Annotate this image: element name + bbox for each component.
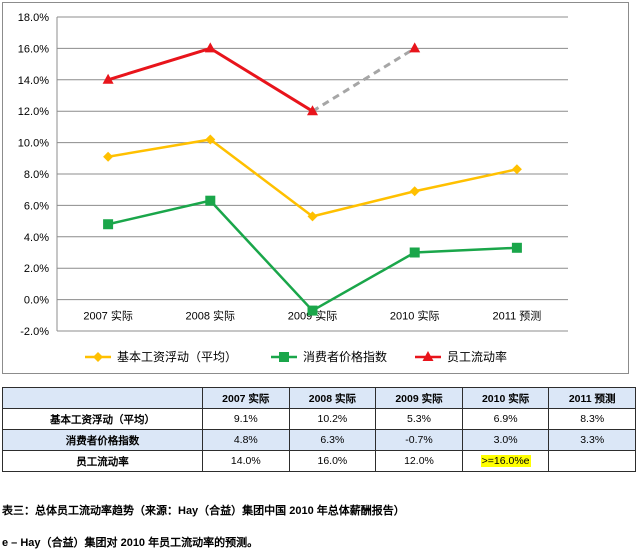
row-label: 员工流动率 (2, 450, 203, 472)
estimate-highlight: >=16.0%e (480, 455, 531, 467)
y-tick-label: 12.0% (18, 106, 49, 118)
y-tick-label: 2.0% (24, 263, 49, 275)
table-header-row: 2007 实际 2008 实际 2009 实际 2010 实际 2011 预测 (2, 387, 636, 409)
y-tick-label: 14.0% (18, 75, 49, 87)
table-row: 员工流动率 14.0% 16.0% 12.0% >=16.0%e (2, 450, 636, 472)
table-row: 消费者价格指数 4.8% 6.3% -0.7% 3.0% 3.3% (2, 429, 636, 451)
table-cell: 9.1% (202, 408, 290, 430)
series-line-dashed (311, 47, 416, 113)
x-tick-label: 2010 实际 (390, 309, 440, 323)
marker-diamond (93, 352, 103, 362)
table-cell: 8.3% (548, 408, 636, 430)
table-header-cell: 2009 实际 (375, 387, 463, 409)
marker-triangle (102, 73, 114, 84)
table-cell: 3.0% (461, 429, 550, 451)
series-line (107, 138, 518, 218)
marker-diamond (307, 211, 318, 222)
legend-label: 员工流动率 (447, 349, 507, 364)
table-cell: 16.0% (288, 450, 377, 472)
legend-label: 基本工资浮动（平均） (117, 350, 237, 364)
table-header-cell: 2010 实际 (461, 387, 550, 409)
marker-diamond (205, 134, 216, 145)
marker-square (307, 305, 318, 316)
table-header-cell: 2008 实际 (288, 387, 377, 409)
line-chart: -2.0% 0.0% 2.0% 4.0% 6.0% 8.0% 10.0% 12.0% 14.0%… (18, 12, 568, 364)
x-tick-label: 2008 实际 (186, 309, 236, 323)
marker-triangle (204, 42, 216, 53)
chart-frame: -2.0% 0.0% 2.0% 4.0% 6.0% 8.0% 10.0% 12.0% 14.0%… (2, 2, 629, 374)
marker-diamond (511, 164, 522, 175)
x-tick-label: 2011 预测 (493, 310, 542, 323)
table-header-cell: 2007 实际 (202, 387, 290, 409)
footnote: e – Hay（合益）集团对 2010 年员工流动率的预测。 (2, 537, 259, 549)
marker-square (205, 195, 216, 206)
x-tick-label: 2007 实际 (83, 309, 133, 323)
table-cell: 3.3% (548, 429, 636, 451)
y-tick-label: 6.0% (24, 200, 49, 212)
y-tick-label: 10.0% (18, 138, 49, 150)
marker-square (103, 219, 114, 230)
table-cell: 4.8% (202, 429, 290, 451)
marker-square (409, 247, 420, 258)
row-label: 基本工资浮动（平均） (2, 408, 203, 430)
x-tick-label: 2009 实际 (288, 309, 338, 323)
legend-label: 消费者价格指数 (303, 349, 387, 364)
table-header-cell: 2011 预测 (548, 387, 636, 409)
table-cell: 6.9% (461, 408, 550, 430)
y-tick-label: 16.0% (18, 43, 49, 55)
marker-triangle (422, 351, 434, 361)
y-tick-label: -2.0% (20, 326, 49, 338)
marker-square (279, 352, 289, 362)
table-row: 基本工资浮动（平均） 9.1% 10.2% 5.3% 6.9% 8.3% (2, 408, 636, 430)
table-cell: 6.3% (288, 429, 377, 451)
table-cell: 10.2% (288, 408, 377, 430)
y-tick-label: 0.0% (24, 295, 49, 307)
table-cell: 14.0% (202, 450, 290, 472)
table-cell-estimate: >=16.0%e (461, 450, 550, 472)
table-header-corner (2, 387, 203, 409)
marker-diamond (103, 151, 114, 162)
table-cell: -0.7% (375, 429, 463, 451)
table-caption: 表三：总体员工流动率趋势（来源：Hay（合益）集团中国 2010 年总体薪酬报告… (2, 505, 405, 517)
table-cell (548, 450, 636, 472)
y-tick-label: 18.0% (18, 12, 49, 24)
row-label: 消费者价格指数 (2, 429, 203, 451)
marker-diamond (409, 186, 420, 197)
y-tick-label: 4.0% (24, 232, 49, 244)
data-table: 2007 实际 2008 实际 2009 实际 2010 实际 2011 预测 … (2, 387, 636, 472)
marker-triangle (409, 42, 421, 53)
table-cell: 5.3% (375, 408, 463, 430)
marker-square (511, 242, 522, 253)
marker-triangle (307, 105, 318, 116)
y-tick-label: 8.0% (24, 169, 49, 181)
table-cell: 12.0% (375, 450, 463, 472)
